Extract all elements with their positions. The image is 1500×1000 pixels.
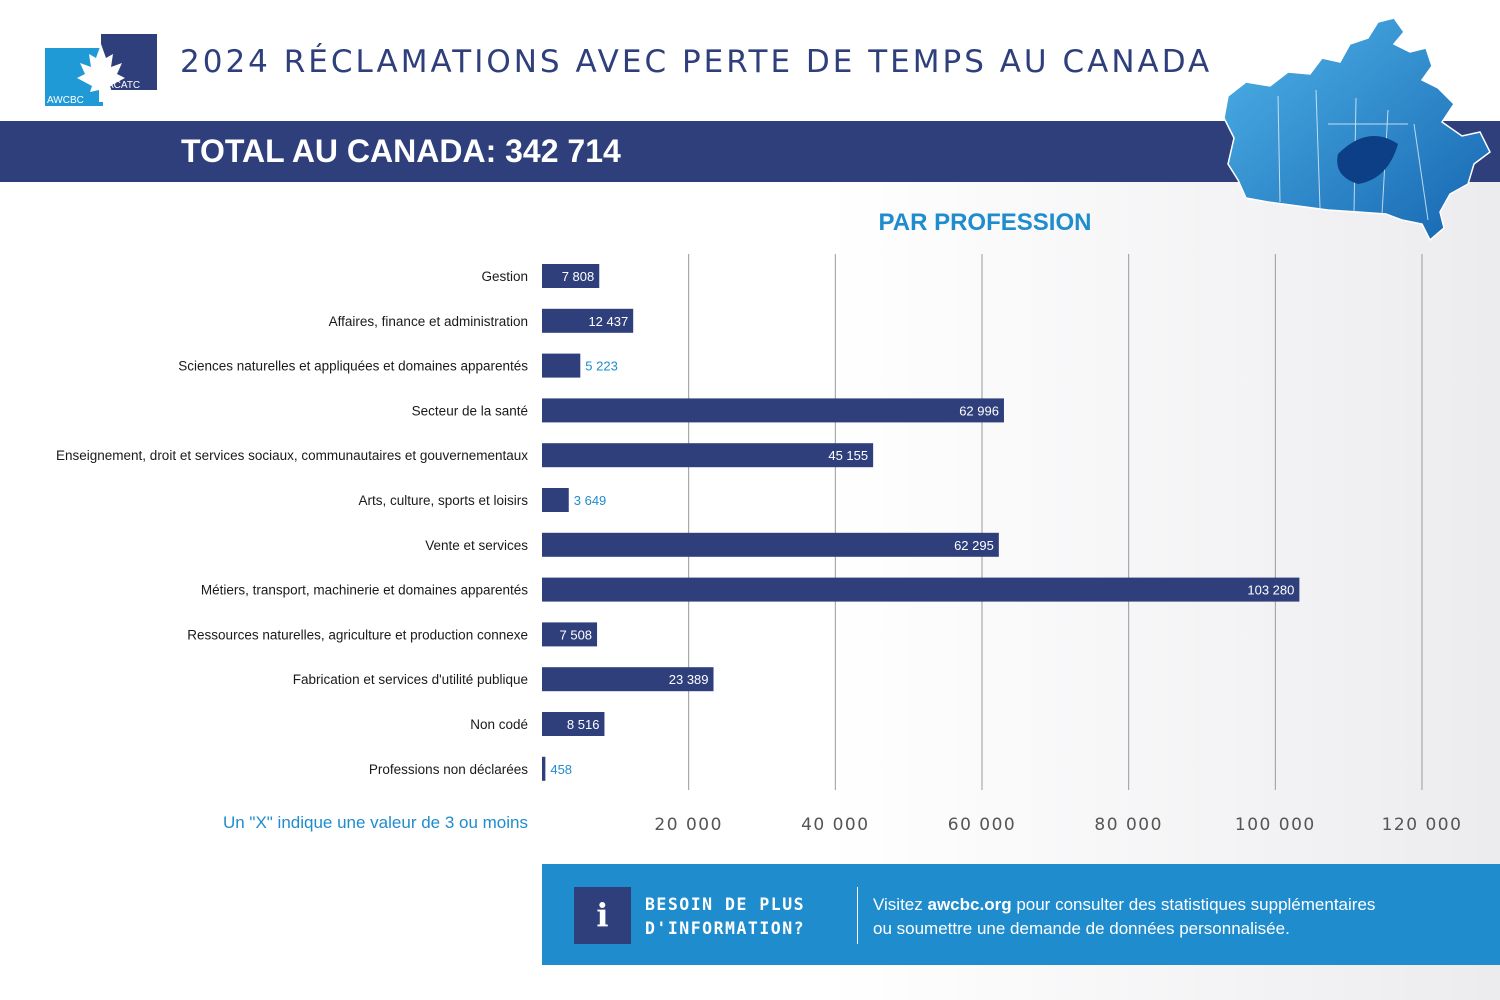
total-canada-label: TOTAL AU CANADA: 342 714 — [181, 133, 621, 169]
bar — [542, 622, 598, 647]
value-label: 62 295 — [954, 538, 994, 553]
value-label: 103 280 — [1247, 583, 1294, 598]
bar — [542, 264, 600, 288]
awcbc-logo: AWCBC ACATC — [45, 34, 157, 106]
category-label: Enseignement, droit et services sociaux,… — [56, 448, 528, 463]
value-label: 62 996 — [959, 403, 999, 418]
x-tick-label: 40 000 — [801, 815, 869, 835]
value-label: 45 155 — [828, 448, 868, 463]
bar — [542, 488, 569, 512]
info-banner — [542, 864, 1500, 965]
info-heading-line1: BESOIN DE PLUS — [645, 895, 806, 914]
bar-chart: Gestion 7 808 Affaires, finance et adminis… — [56, 254, 1463, 835]
bar — [542, 398, 1004, 423]
x-tick-label: 120 000 — [1382, 815, 1463, 835]
value-label: 7 808 — [562, 269, 595, 284]
category-label: Sciences naturelles et appliquées et dom… — [178, 359, 528, 374]
value-label: 8 516 — [567, 717, 600, 732]
value-label: 23 389 — [669, 672, 709, 687]
x-tick-label: 60 000 — [948, 815, 1016, 835]
category-label: Professions non déclarées — [369, 762, 528, 777]
info-text: Visitez awcbc.org pour consulter des sta… — [873, 893, 1473, 941]
value-label: 12 437 — [588, 314, 628, 329]
x-tick-label: 80 000 — [1094, 815, 1162, 835]
logo-text-awcbc: AWCBC — [47, 95, 84, 106]
value-label: 458 — [550, 762, 572, 777]
x-tick-label: 100 000 — [1235, 815, 1316, 835]
info-heading: BESOIN DE PLUS D'INFORMATION? — [645, 893, 850, 941]
bar — [542, 667, 714, 692]
category-label: Ressources naturelles, agriculture et pr… — [187, 627, 528, 642]
category-label: Métiers, transport, machinerie et domain… — [201, 583, 528, 598]
page-title: 2024 RÉCLAMATIONS AVEC PERTE DE TEMPS AU… — [180, 44, 1213, 80]
value-label: 3 649 — [574, 493, 607, 508]
logo-text-acatc: ACATC — [107, 80, 140, 91]
info-divider — [857, 887, 858, 944]
category-label: Non codé — [470, 717, 528, 732]
category-label: Vente et services — [425, 538, 528, 553]
bar — [542, 712, 605, 736]
value-label: 5 223 — [585, 359, 618, 374]
bar — [542, 756, 546, 781]
category-label: Arts, culture, sports et loisirs — [358, 493, 528, 508]
footnote: Un "X" indique une valeur de 3 ou moins — [222, 813, 528, 832]
x-tick-label: 20 000 — [654, 815, 722, 835]
bar — [542, 353, 581, 378]
info-icon: i — [574, 887, 631, 944]
bar — [542, 577, 1300, 602]
category-label: Affaires, finance et administration — [329, 314, 528, 329]
category-label: Secteur de la santé — [412, 403, 528, 418]
info-text-line2: ou soumettre une demande de données pers… — [873, 919, 1290, 938]
chart-title: PAR PROFESSION — [878, 209, 1092, 236]
canada-map-icon — [1223, 17, 1491, 242]
info-heading-line2: D'INFORMATION? — [645, 919, 806, 938]
bar — [542, 532, 999, 557]
bar — [542, 308, 634, 333]
value-label: 7 508 — [560, 627, 593, 642]
bar — [542, 443, 874, 468]
category-label: Gestion — [481, 269, 528, 284]
category-label: Fabrication et services d'utilité publiq… — [293, 672, 528, 687]
awcbc-link[interactable]: awcbc.org — [927, 895, 1012, 914]
info-text-line1: Visitez awcbc.org pour consulter des sta… — [873, 895, 1376, 914]
